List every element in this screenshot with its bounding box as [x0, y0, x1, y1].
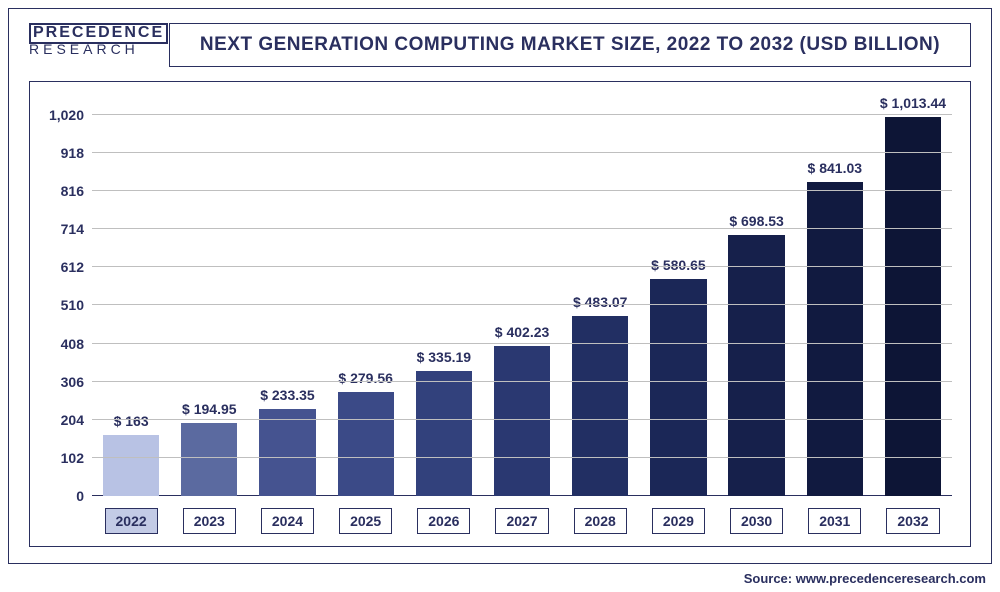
bar: $ 335.19 [416, 371, 472, 496]
y-tick-label: 408 [61, 336, 92, 352]
y-tick-label: 816 [61, 183, 92, 199]
y-tick-label: 204 [61, 412, 92, 428]
y-tick-label: 306 [61, 374, 92, 390]
plot-frame: $ 163 $ 194.95 $ 233.35 $ 279.56 $ 335.19 $ 4… [29, 81, 971, 547]
bar: $ 580.65 [650, 279, 706, 496]
bar-slot: $ 163 [92, 100, 170, 496]
x-tick-label: 2030 [730, 508, 783, 534]
bar-slot: $ 841.03 [796, 100, 874, 496]
bar-slot: $ 233.35 [248, 100, 326, 496]
plot-area: $ 163 $ 194.95 $ 233.35 $ 279.56 $ 335.19 $ 4… [92, 100, 952, 496]
bars-container: $ 163 $ 194.95 $ 233.35 $ 279.56 $ 335.19 $ 4… [92, 100, 952, 496]
x-tick-label: 2031 [808, 508, 861, 534]
bar-slot: $ 194.95 [170, 100, 248, 496]
y-tick-label: 714 [61, 221, 92, 237]
bar-slot: $ 580.65 [639, 100, 717, 496]
y-tick-label: 1,020 [49, 107, 92, 123]
grid-line [92, 114, 952, 115]
x-tick: 2026 [405, 504, 483, 538]
grid-line [92, 343, 952, 344]
x-tick: 2023 [170, 504, 248, 538]
logo-bottom-text: RESEARCH [29, 42, 149, 56]
y-tick-label: 510 [61, 297, 92, 313]
grid-line [92, 304, 952, 305]
grid-line [92, 228, 952, 229]
x-tick-label: 2032 [886, 508, 939, 534]
bar: $ 194.95 [181, 423, 237, 496]
bar-value-label: $ 335.19 [417, 349, 472, 371]
x-tick: 2029 [639, 504, 717, 538]
grid-line [92, 419, 952, 420]
grid-line [92, 152, 952, 153]
x-tick-label: 2025 [339, 508, 392, 534]
bar: $ 233.35 [259, 409, 315, 496]
bar: $ 1,013.44 [885, 117, 941, 496]
bar: $ 402.23 [494, 346, 550, 496]
bar-slot: $ 483.07 [561, 100, 639, 496]
y-tick-label: 102 [61, 450, 92, 466]
y-tick-label: 612 [61, 259, 92, 275]
bar: $ 163 [103, 435, 159, 496]
source-attribution: Source: www.precedenceresearch.com [744, 571, 986, 586]
x-tick: 2027 [483, 504, 561, 538]
bar-value-label: $ 194.95 [182, 401, 237, 423]
brand-logo: PRECEDENCE RESEARCH [29, 23, 149, 56]
y-tick-label: 0 [76, 488, 92, 504]
grid-line [92, 190, 952, 191]
bar-slot: $ 279.56 [327, 100, 405, 496]
grid-line [92, 266, 952, 267]
x-tick-label: 2026 [417, 508, 470, 534]
x-tick: 2024 [248, 504, 326, 538]
bar-value-label: $ 163 [114, 413, 149, 435]
grid-line [92, 457, 952, 458]
bar-value-label: $ 233.35 [260, 387, 315, 409]
x-tick-label: 2027 [495, 508, 548, 534]
x-tick: 2031 [796, 504, 874, 538]
bar: $ 279.56 [338, 392, 394, 496]
chart-frame: PRECEDENCE RESEARCH NEXT GENERATION COMP… [8, 8, 992, 564]
grid-line [92, 381, 952, 382]
bar-slot: $ 1,013.44 [874, 100, 952, 496]
x-tick-label: 2023 [183, 508, 236, 534]
x-tick-label: 2029 [652, 508, 705, 534]
bar-slot: $ 335.19 [405, 100, 483, 496]
title-bar: NEXT GENERATION COMPUTING MARKET SIZE, 2… [169, 23, 971, 67]
x-tick: 2030 [718, 504, 796, 538]
bar-value-label: $ 698.53 [729, 213, 784, 235]
bar-value-label: $ 841.03 [808, 160, 863, 182]
y-tick-label: 918 [61, 145, 92, 161]
x-tick: 2022 [92, 504, 170, 538]
bar-value-label: $ 580.65 [651, 257, 706, 279]
x-tick-label: 2028 [574, 508, 627, 534]
x-tick-label: 2022 [105, 508, 158, 534]
x-tick-label: 2024 [261, 508, 314, 534]
x-axis: 2022 2023 2024 2025 2026 2027 2028 2029 2030 2031… [92, 504, 952, 538]
x-tick: 2025 [327, 504, 405, 538]
bar-slot: $ 402.23 [483, 100, 561, 496]
x-tick: 2032 [874, 504, 952, 538]
x-tick: 2028 [561, 504, 639, 538]
chart-title: NEXT GENERATION COMPUTING MARKET SIZE, 2… [178, 34, 962, 56]
bar-slot: $ 698.53 [718, 100, 796, 496]
